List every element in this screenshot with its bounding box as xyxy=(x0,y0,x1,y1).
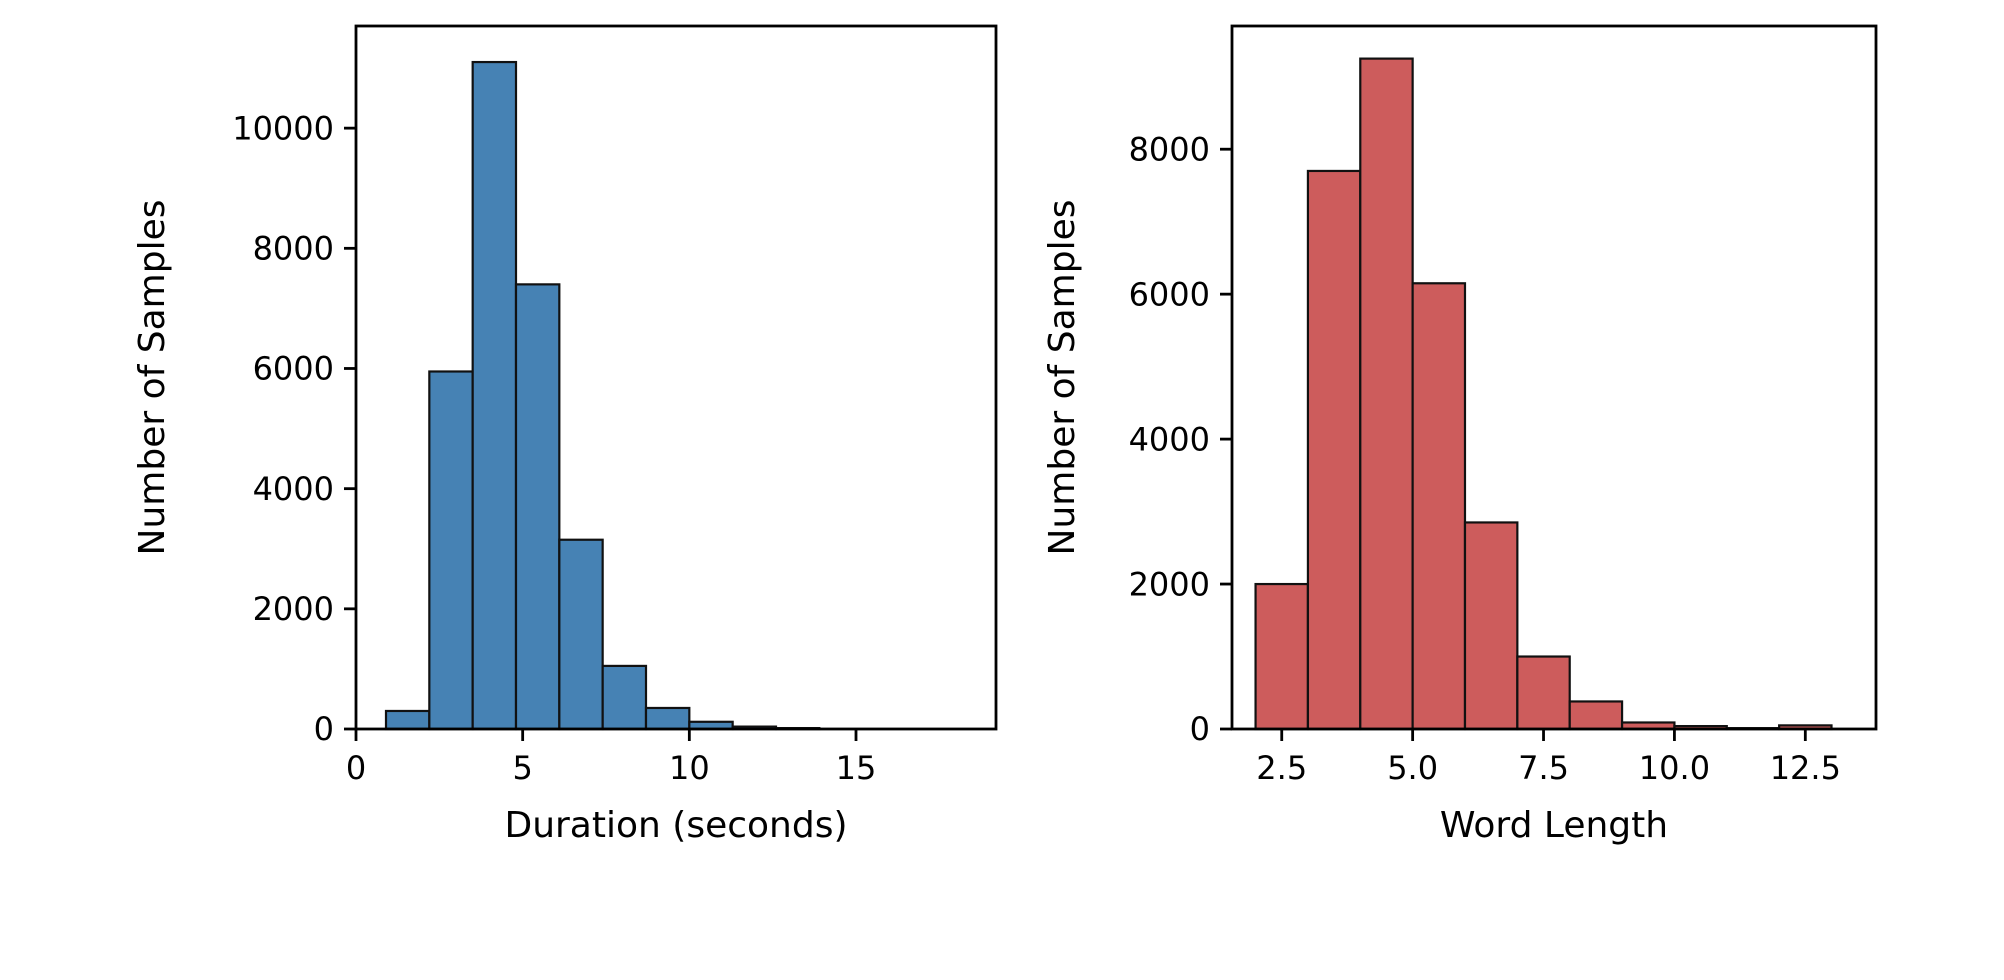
x-axis-tick-label: 5 xyxy=(512,749,532,787)
histogram-bar xyxy=(644,706,691,731)
x-axis-tick-label: 12.5 xyxy=(1770,749,1841,787)
x-axis-tick-label: 10.0 xyxy=(1639,749,1710,787)
histogram-bar xyxy=(1463,521,1519,731)
y-axis-tick-label: 8000 xyxy=(253,230,334,268)
x-axis-tick-label: 10 xyxy=(669,749,710,787)
histogram-bar xyxy=(428,370,474,731)
y-axis-tick-label: 6000 xyxy=(1129,275,1210,313)
x-axis-label: Word Length xyxy=(1440,805,1668,846)
histogram-bar xyxy=(1411,282,1467,731)
histogram-bar xyxy=(1359,57,1414,731)
y-axis-tick-label: 0 xyxy=(314,710,334,748)
y-axis-tick-label: 2000 xyxy=(253,590,334,628)
x-axis-tick-label: 7.5 xyxy=(1518,749,1569,787)
word-length-histogram: 2.5 5.0 7.5 10.0 12.5 0 2000 4000 6000 8000 Word L… xyxy=(1042,24,1878,846)
histogram-bar xyxy=(1568,700,1624,731)
y-axis-tick-label: 10000 xyxy=(232,109,334,147)
y-axis-tick-label: 6000 xyxy=(253,350,334,388)
y-axis-label: Number of Samples xyxy=(1042,200,1083,556)
x-axis-tick-label: 0 xyxy=(346,749,366,787)
histogram-bar xyxy=(514,283,561,731)
histogram-bar xyxy=(1306,169,1362,731)
x-axis-label: Duration (seconds) xyxy=(504,805,847,846)
histogram-bar xyxy=(1516,655,1571,731)
plot-area xyxy=(1230,24,1878,731)
y-axis-tick-label: 0 xyxy=(1190,710,1210,748)
plot-area xyxy=(354,24,998,731)
y-axis-label: Number of Samples xyxy=(132,200,173,556)
y-axis-tick-label: 2000 xyxy=(1129,565,1210,603)
y-axis-tick-label: 8000 xyxy=(1129,130,1210,168)
y-axis-tick-label: 4000 xyxy=(1129,420,1210,458)
histogram-bar xyxy=(471,60,518,731)
x-axis-tick-label: 5.0 xyxy=(1387,749,1438,787)
histogram-bar xyxy=(558,538,604,731)
duration-histogram: 0 5 10 15 0 2000 4000 6000 8000 10000 Duration (se… xyxy=(132,24,998,846)
y-axis-tick-label: 4000 xyxy=(253,470,334,508)
x-axis-tick-label: 15 xyxy=(836,749,877,787)
histogram-bar xyxy=(384,709,431,731)
histogram-bar xyxy=(601,664,648,731)
histogram-bar xyxy=(1254,582,1310,731)
x-axis-tick-label: 2.5 xyxy=(1256,749,1307,787)
